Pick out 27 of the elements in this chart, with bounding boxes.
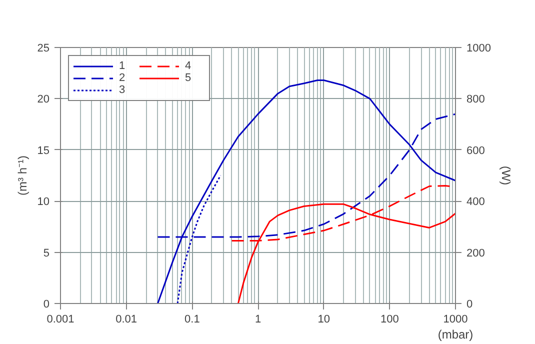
y2-tick-label: 600 bbox=[466, 144, 485, 157]
x-tick-label: 100 bbox=[380, 314, 399, 326]
y-tick-label: 5 bbox=[43, 247, 50, 260]
x-tick-label: 0.001 bbox=[46, 314, 74, 326]
x-tick-label: 0.01 bbox=[116, 314, 138, 326]
legend-label: 1 bbox=[119, 60, 126, 72]
y2-tick-label: 800 bbox=[466, 94, 485, 106]
y-axis-title: (m³ h⁻¹) bbox=[15, 155, 30, 196]
y-tick-label: 25 bbox=[37, 42, 50, 54]
y-tick-label: 20 bbox=[37, 94, 50, 106]
y-tick-label: 0 bbox=[43, 298, 50, 310]
x-axis-title: (mbar) bbox=[438, 328, 474, 342]
legend-label: 2 bbox=[119, 72, 126, 84]
y-tick-label: 10 bbox=[37, 196, 50, 208]
y2-axis-title: (W) bbox=[498, 166, 513, 186]
x-tick-label: 10 bbox=[318, 314, 330, 326]
x-tick-label: 0.1 bbox=[184, 314, 200, 326]
x-tick-label: 1 bbox=[254, 314, 262, 326]
y2-tick-label: 0 bbox=[466, 298, 473, 310]
y-tick-label: 15 bbox=[37, 144, 50, 157]
y2-tick-label: 400 bbox=[466, 196, 485, 208]
legend-label: 3 bbox=[119, 84, 126, 96]
y2-tick-label: 1000 bbox=[466, 42, 491, 54]
y2-tick-label: 200 bbox=[466, 247, 485, 260]
x-tick-label: 1000 bbox=[443, 314, 468, 326]
legend-label: 5 bbox=[185, 72, 192, 84]
legend-label: 4 bbox=[185, 60, 192, 72]
